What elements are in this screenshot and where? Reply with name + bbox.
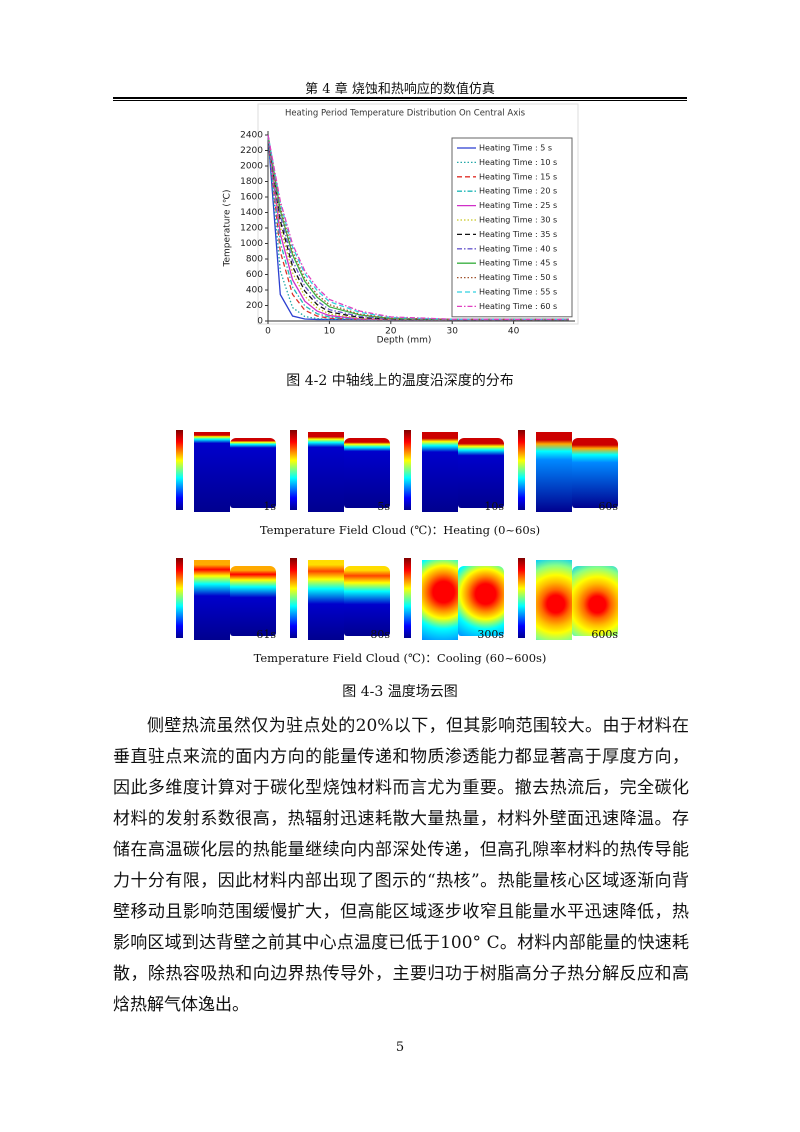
colorbar [518,558,525,638]
colorbar [290,558,297,638]
y-axis-label: Temperature (℃) [223,189,233,267]
y-tick-label: 2400 [240,131,263,141]
y-tick-label: 200 [246,301,263,311]
data-line [267,134,569,321]
y-tick-label: 0 [257,317,263,327]
temperature-panel: 80s [286,548,394,643]
panel-label: 300s [477,628,504,641]
temperature-panel: 61s [172,548,280,643]
y-tick-label: 1200 [240,224,263,234]
legend-label: Heating Time : 25 s [479,201,557,210]
colorbar [404,558,411,638]
running-header: 第 4 章 烧蚀和热响应的数值仿真 [305,82,495,97]
panel-label: 60s [598,500,618,513]
legend-label: Heating Time : 30 s [479,216,557,225]
y-tick-label: 2200 [240,146,263,156]
colorbar [176,558,183,638]
y-tick-label: 400 [246,286,263,296]
header-rule [113,100,687,101]
body-paragraph: 侧壁热流虽然仅为驻点处的20%以下，但其影响范围较大。由于材料在垂直驻点来流的面… [113,716,689,1015]
legend-box [451,137,573,318]
legend-label: Heating Time : 20 s [479,187,557,196]
field-slab [422,560,458,640]
field-cylinder [458,566,504,636]
field-slab [194,432,230,512]
y-tick-label: 1000 [240,239,263,249]
field-cylinder [344,566,390,636]
chart-title: Heating Period Temperature Distribution … [285,109,526,119]
y-tick-label: 2000 [240,162,263,172]
panel-label: 80s [370,628,390,641]
chart: Heating Period Temperature Distribution … [223,103,579,346]
field-slab [536,560,572,640]
header-rule [113,97,687,99]
legend-label: Heating Time : 15 s [479,172,557,181]
temperature-panel: 5s [286,420,394,515]
y-tick-label: 1800 [240,177,263,187]
field-cylinder [344,438,390,508]
panel-label: 5s [377,500,390,513]
x-tick-label: 20 [385,327,397,337]
y-tick-label: 1600 [240,193,263,203]
y-tick-label: 800 [246,255,263,265]
legend-label: Heating Time : 60 s [479,302,557,311]
y-tick-label: 600 [246,270,263,280]
figure-row-caption: Temperature Field Cloud (℃)：Cooling (60~… [253,651,547,665]
colorbar [518,430,525,510]
x-tick-label: 30 [446,327,458,337]
panel-label: 1s [263,500,276,513]
temperature-panel: 600s [514,548,622,643]
colorbar [404,430,411,510]
field-cylinder [230,438,276,508]
field-slab [536,432,572,512]
data-line [267,134,569,321]
y-tick-label: 1400 [240,208,263,218]
field-slab [308,432,344,512]
data-line [267,134,569,321]
legend-label: Heating Time : 55 s [479,288,557,297]
legend-label: Heating Time : 10 s [479,158,557,167]
panel-label: 10s [484,500,504,513]
x-tick-label: 40 [508,327,520,337]
colorbar [176,430,183,510]
field-slab [308,560,344,640]
temperature-panel: 60s [514,420,622,515]
legend-label: Heating Time : 40 s [479,244,557,253]
field-cylinder [458,438,504,508]
x-axis-label: Depth (mm) [377,336,432,346]
panel-label: 600s [591,628,618,641]
page-number: 5 [395,1040,405,1055]
figure-caption: 图 4-3 温度场云图 [342,684,458,700]
legend-label: Heating Time : 5 s [479,144,552,153]
x-tick-label: 10 [324,327,336,337]
field-slab [422,432,458,512]
panel-label: 61s [256,628,276,641]
field-cylinder [572,438,618,508]
colorbar [290,430,297,510]
legend-label: Heating Time : 50 s [479,273,557,282]
legend-label: Heating Time : 45 s [479,259,557,268]
figure-row-caption: Temperature Field Cloud (℃)：Heating (0~6… [259,523,541,537]
x-tick-label: 0 [265,327,271,337]
field-slab [194,560,230,640]
legend-label: Heating Time : 35 s [479,230,557,239]
temperature-panel: 1s [172,420,280,515]
field-cylinder [572,566,618,636]
temperature-panel: 300s [400,548,508,643]
temperature-panel: 10s [400,420,508,515]
figure-caption: 图 4-2 中轴线上的温度沿深度的分布 [286,373,514,389]
field-cylinder [230,566,276,636]
